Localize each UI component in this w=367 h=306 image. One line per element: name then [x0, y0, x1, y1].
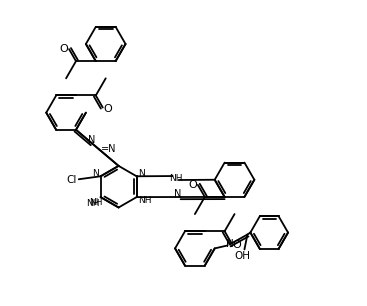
- Text: NH: NH: [169, 174, 182, 182]
- Text: N: N: [92, 169, 99, 178]
- Text: NH: NH: [89, 198, 102, 207]
- Text: O: O: [103, 104, 112, 114]
- Text: N: N: [174, 189, 181, 199]
- Text: O: O: [189, 180, 197, 190]
- Text: NH: NH: [86, 199, 99, 207]
- Text: OH: OH: [235, 251, 250, 261]
- Text: O: O: [60, 44, 69, 54]
- Text: N: N: [138, 169, 145, 178]
- Text: O: O: [232, 240, 241, 250]
- Text: N: N: [88, 135, 96, 144]
- Text: =N: =N: [101, 144, 117, 154]
- Text: Cl: Cl: [67, 175, 77, 185]
- Text: N: N: [226, 239, 233, 249]
- Text: NH: NH: [138, 196, 151, 205]
